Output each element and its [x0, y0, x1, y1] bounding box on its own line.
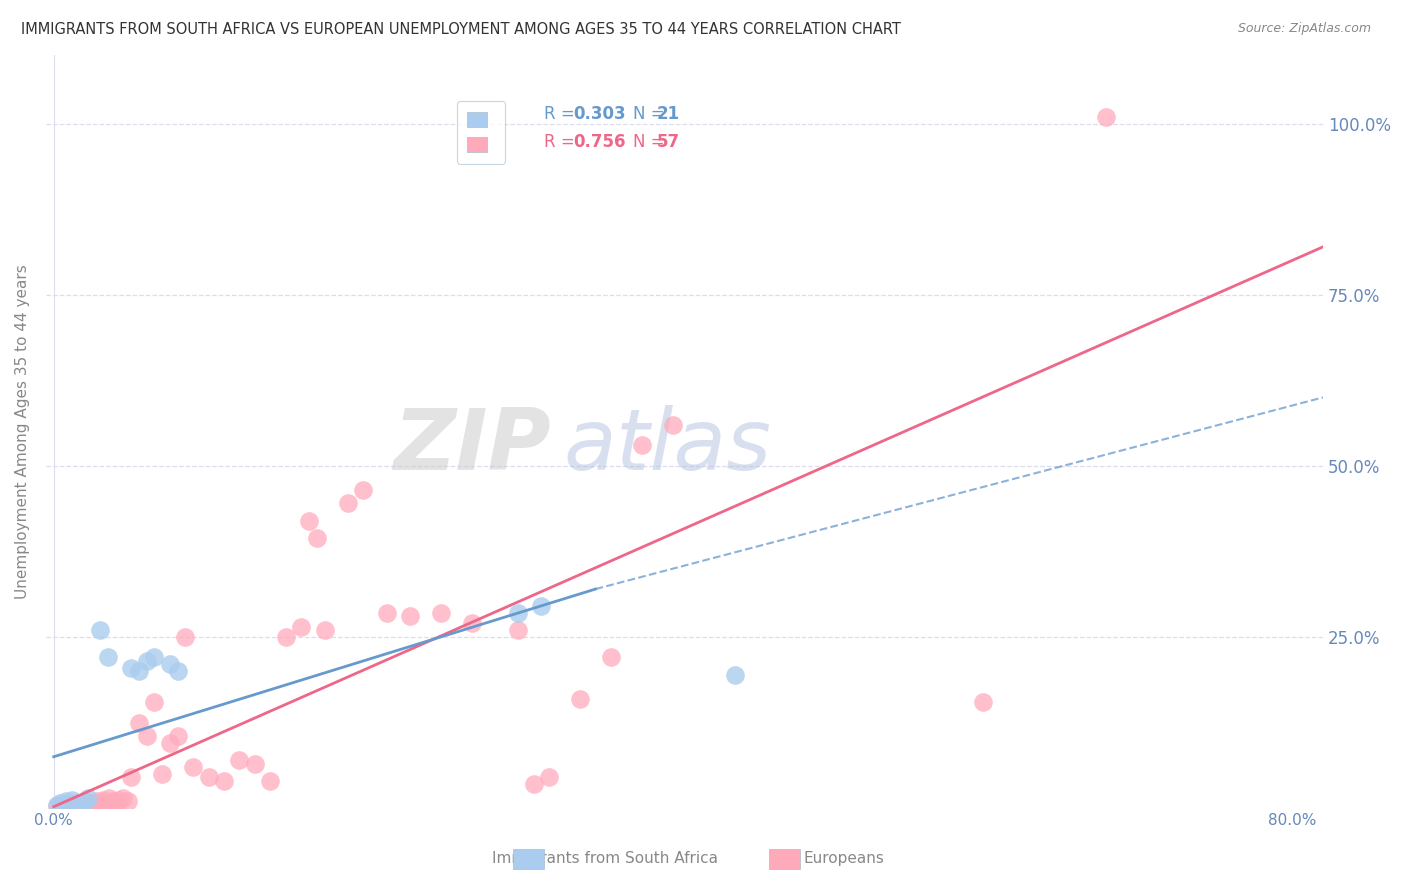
- Point: [159, 736, 181, 750]
- Point: [120, 661, 142, 675]
- Text: Europeans: Europeans: [803, 851, 884, 865]
- Point: [174, 630, 197, 644]
- Point: [290, 620, 312, 634]
- Point: [65, 797, 87, 811]
- Point: [128, 664, 150, 678]
- Point: [58, 798, 80, 813]
- Point: [60, 798, 83, 813]
- Point: [530, 599, 553, 614]
- Point: [243, 756, 266, 771]
- Point: [523, 777, 546, 791]
- Point: [274, 630, 297, 644]
- Point: [120, 770, 142, 784]
- Text: R =: R =: [544, 133, 581, 151]
- Point: [98, 790, 121, 805]
- Point: [91, 793, 114, 807]
- Text: 0.756: 0.756: [574, 133, 626, 151]
- Point: [80, 796, 103, 810]
- Point: [104, 796, 127, 810]
- Point: [89, 796, 111, 810]
- Point: [150, 767, 173, 781]
- Point: [97, 650, 120, 665]
- Point: [259, 773, 281, 788]
- Point: [73, 797, 96, 811]
- Point: [60, 793, 83, 807]
- Point: [662, 417, 685, 432]
- Point: [49, 798, 72, 813]
- Point: [45, 799, 67, 814]
- Text: atlas: atlas: [564, 405, 772, 488]
- Point: [600, 650, 623, 665]
- Point: [52, 797, 75, 811]
- Text: 0.303: 0.303: [574, 105, 626, 123]
- Text: R =: R =: [544, 105, 581, 123]
- Text: IMMIGRANTS FROM SOUTH AFRICA VS EUROPEAN UNEMPLOYMENT AMONG AGES 35 TO 44 YEARS : IMMIGRANTS FROM SOUTH AFRICA VS EUROPEAN…: [21, 22, 901, 37]
- Point: [159, 657, 181, 672]
- Point: [305, 531, 328, 545]
- Point: [96, 797, 118, 811]
- Point: [631, 438, 654, 452]
- Point: [101, 794, 124, 808]
- Point: [70, 799, 93, 814]
- Point: [508, 606, 530, 620]
- Point: [375, 606, 398, 620]
- Point: [49, 796, 72, 810]
- Point: [135, 654, 157, 668]
- Text: Source: ZipAtlas.com: Source: ZipAtlas.com: [1237, 22, 1371, 36]
- Point: [336, 496, 359, 510]
- Point: [45, 797, 67, 812]
- Point: [1095, 110, 1118, 124]
- Point: [76, 790, 98, 805]
- Y-axis label: Unemployment Among Ages 35 to 44 years: Unemployment Among Ages 35 to 44 years: [15, 264, 30, 599]
- Point: [352, 483, 374, 497]
- Text: 57: 57: [657, 133, 679, 151]
- Point: [89, 623, 111, 637]
- Text: Immigrants from South Africa: Immigrants from South Africa: [492, 851, 717, 865]
- Point: [314, 623, 336, 637]
- Point: [298, 514, 321, 528]
- Point: [135, 729, 157, 743]
- Point: [197, 770, 219, 784]
- Point: [55, 794, 77, 808]
- Legend: , : ,: [457, 101, 505, 164]
- Point: [67, 797, 90, 812]
- Point: [73, 794, 96, 808]
- Text: ZIP: ZIP: [392, 405, 551, 488]
- Point: [538, 770, 561, 784]
- Point: [166, 664, 188, 678]
- Point: [181, 760, 204, 774]
- Text: N =: N =: [634, 105, 671, 123]
- Point: [228, 753, 250, 767]
- Point: [86, 794, 108, 808]
- Point: [143, 650, 166, 665]
- Point: [112, 790, 135, 805]
- Point: [212, 773, 235, 788]
- Point: [107, 793, 129, 807]
- Point: [398, 609, 420, 624]
- Point: [569, 691, 592, 706]
- Point: [76, 798, 98, 813]
- Point: [724, 667, 747, 681]
- Text: 21: 21: [657, 105, 679, 123]
- Point: [117, 794, 139, 808]
- Point: [429, 606, 451, 620]
- Point: [508, 623, 530, 637]
- Point: [58, 799, 80, 814]
- Point: [460, 616, 482, 631]
- Point: [83, 797, 105, 812]
- Point: [52, 799, 75, 814]
- Point: [66, 796, 89, 810]
- Point: [143, 695, 166, 709]
- Point: [128, 715, 150, 730]
- Point: [972, 695, 994, 709]
- Text: N =: N =: [634, 133, 671, 151]
- Point: [70, 797, 93, 812]
- Point: [55, 797, 77, 812]
- Point: [166, 729, 188, 743]
